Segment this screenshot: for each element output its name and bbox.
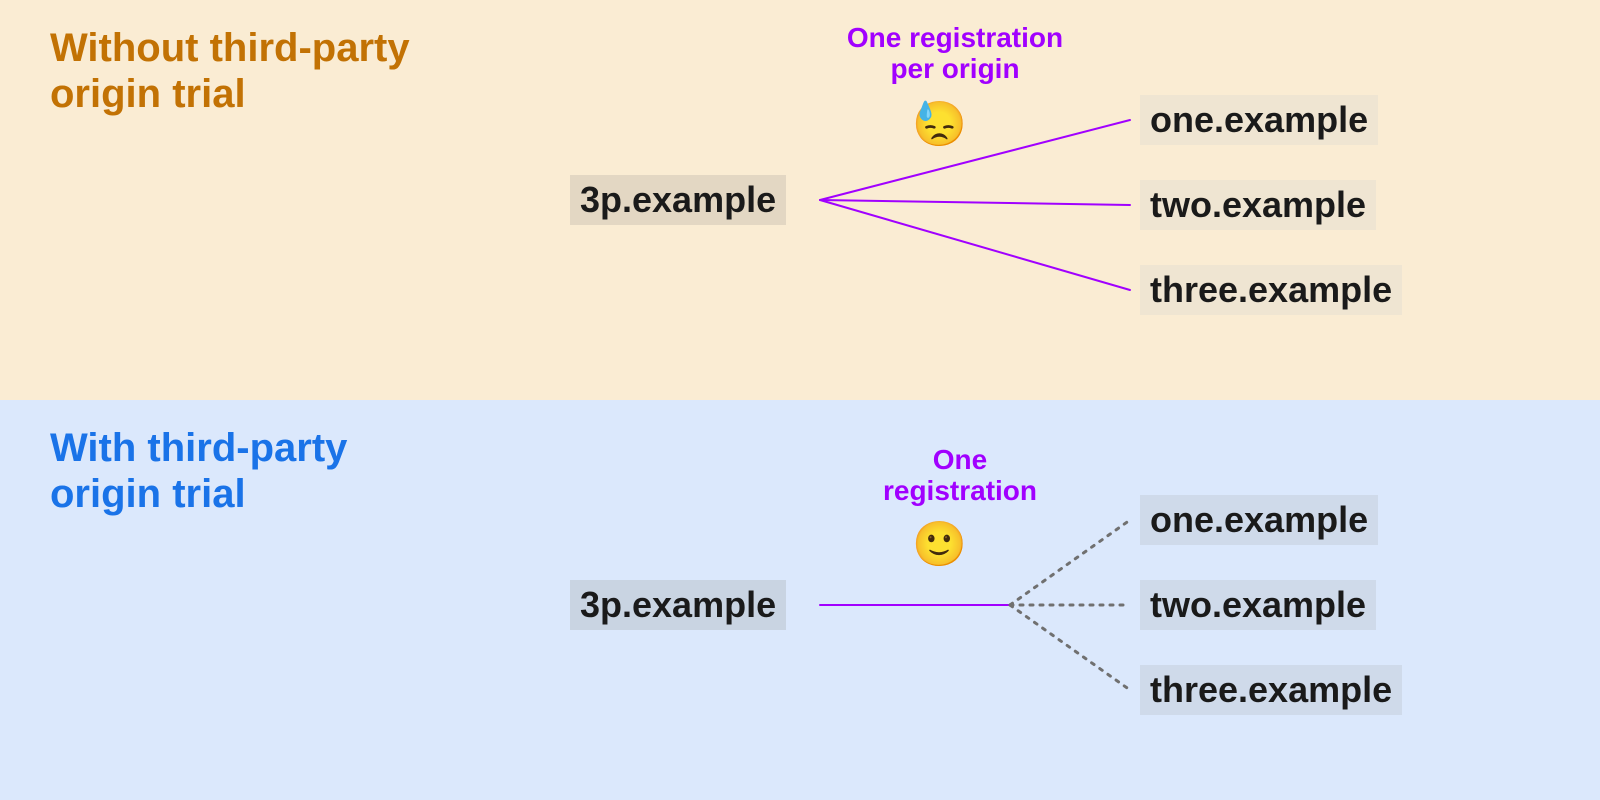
- smile-emoji-icon: 🙂: [912, 518, 967, 570]
- annotation-text: One registrationper origin: [847, 22, 1063, 84]
- target-node: three.example: [1140, 665, 1402, 715]
- target-node: two.example: [1140, 580, 1376, 630]
- target-label: three.example: [1150, 669, 1392, 710]
- target-node: one.example: [1140, 95, 1378, 145]
- panel-with-3p-trial: With third-partyorigin trial Oneregistra…: [0, 400, 1600, 800]
- target-node: two.example: [1140, 180, 1376, 230]
- panel-without-3p-trial: Without third-partyorigin trial One regi…: [0, 0, 1600, 400]
- target-label: three.example: [1150, 269, 1392, 310]
- target-label: one.example: [1150, 99, 1368, 140]
- target-node: one.example: [1140, 495, 1378, 545]
- annotation-text: Oneregistration: [883, 444, 1037, 506]
- source-label: 3p.example: [580, 179, 776, 220]
- panel-title: Without third-partyorigin trial: [50, 25, 410, 117]
- source-node: 3p.example: [570, 175, 786, 225]
- target-label: one.example: [1150, 499, 1368, 540]
- target-label: two.example: [1150, 184, 1366, 225]
- title-text: Without third-partyorigin trial: [50, 26, 410, 116]
- annotation-label: Oneregistration: [860, 445, 1060, 507]
- annotation-label: One registrationper origin: [830, 23, 1080, 85]
- panel-title: With third-partyorigin trial: [50, 425, 347, 517]
- target-node: three.example: [1140, 265, 1402, 315]
- source-label: 3p.example: [580, 584, 776, 625]
- source-node: 3p.example: [570, 580, 786, 630]
- title-text: With third-partyorigin trial: [50, 426, 347, 516]
- target-label: two.example: [1150, 584, 1366, 625]
- sad-sweat-emoji-icon: 😓: [912, 98, 967, 150]
